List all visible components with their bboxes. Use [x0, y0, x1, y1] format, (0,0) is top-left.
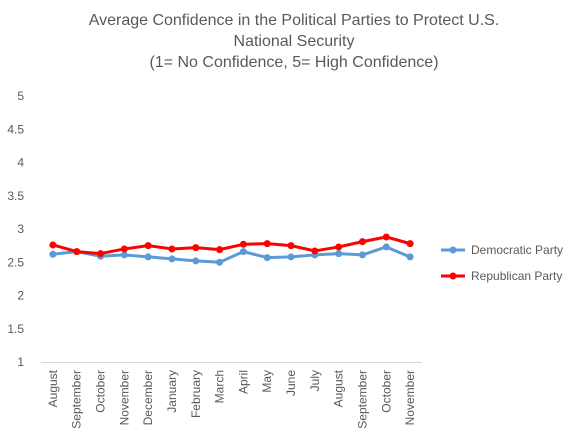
data-point [216, 246, 224, 254]
data-point [382, 243, 390, 251]
x-tick-label: August [332, 369, 346, 407]
data-point [97, 250, 105, 258]
data-point [49, 241, 57, 249]
chart-title-line-1: Average Confidence in the Political Part… [88, 12, 500, 29]
series-line-democratic [51, 245, 412, 264]
x-tick-label: February [189, 370, 203, 418]
legend-label: Democratic Party [471, 243, 563, 257]
y-tick-label: 4 [17, 156, 24, 170]
x-tick-label: May [260, 370, 274, 393]
data-point [192, 244, 200, 252]
x-tick-label: January [165, 370, 179, 413]
data-point [144, 253, 152, 261]
data-point [358, 251, 366, 259]
x-tick-label: April [236, 370, 250, 394]
data-point [382, 233, 390, 241]
data-point [144, 242, 152, 250]
data-point [335, 250, 343, 258]
data-point [239, 240, 247, 248]
y-tick-label: 5 [17, 89, 24, 103]
chart-title-line-3: (1= No Confidence, 5= High Confidence) [149, 54, 439, 71]
data-point [287, 242, 295, 250]
data-point [239, 248, 247, 256]
series-line-republican [51, 235, 412, 256]
x-tick-label: October [94, 370, 108, 413]
chart-title-line-2: National Security [233, 33, 355, 50]
data-point [311, 247, 319, 255]
x-tick-label: September [355, 370, 369, 429]
data-point [335, 243, 343, 251]
data-point [49, 250, 57, 258]
x-tick-label: October [379, 370, 393, 413]
x-tick-label: September [70, 370, 84, 429]
y-tick-label: 4.5 [7, 122, 24, 136]
data-point [168, 255, 176, 263]
chart-title: Average Confidence in the Political Part… [0, 10, 588, 73]
y-tick-label: 1.5 [7, 322, 24, 336]
data-point [120, 251, 128, 259]
legend-label: Republican Party [471, 269, 562, 283]
data-point [406, 240, 414, 248]
x-tick-label: November [117, 370, 131, 425]
x-tick-label: July [308, 370, 322, 391]
y-tick-label: 2.5 [7, 255, 24, 269]
data-point [73, 248, 81, 256]
data-point [406, 253, 414, 261]
legend-marker [449, 246, 457, 254]
y-tick-label: 3.5 [7, 189, 24, 203]
x-tick-label: March [213, 370, 227, 403]
y-tick-label: 3 [17, 222, 24, 236]
y-tick-label: 1 [17, 355, 24, 369]
x-tick-label: August [46, 369, 60, 407]
data-point [120, 245, 128, 253]
x-tick-label: November [403, 370, 417, 425]
x-tick-label: June [284, 370, 298, 396]
data-point [263, 240, 271, 248]
data-point [192, 257, 200, 265]
y-tick-label: 2 [17, 289, 24, 303]
data-point [287, 253, 295, 261]
data-point [168, 245, 176, 253]
legend-marker [449, 272, 457, 280]
data-point [358, 238, 366, 246]
data-point [263, 254, 271, 262]
data-point [216, 258, 224, 266]
x-tick-label: December [141, 370, 155, 425]
